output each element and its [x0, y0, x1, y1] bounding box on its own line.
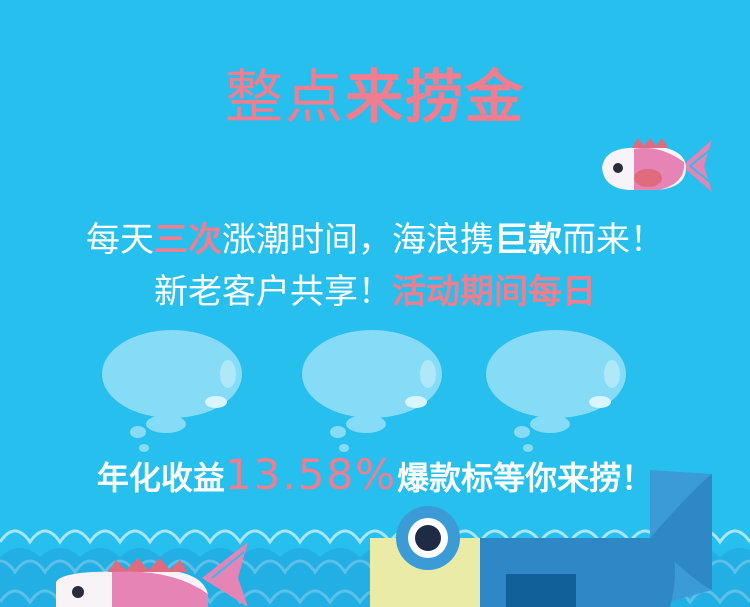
tagline-2: 新老客户共享！活动期间每日 — [0, 270, 750, 314]
bubble-icon — [302, 330, 442, 452]
tagline-1-a: 每天 — [86, 220, 154, 260]
bubble-1 — [100, 328, 250, 460]
bubble-3 — [484, 328, 634, 460]
tagline-1: 每天三次涨潮时间，海浪携巨款而来！ — [0, 218, 750, 262]
bubble-2 — [300, 328, 450, 460]
yield-suffix: 爆款标等你来捞！ — [397, 459, 654, 497]
tagline-1-c: 涨潮时间，海浪携 — [222, 220, 494, 260]
page-title: 整点来捞金 — [0, 62, 750, 132]
pink-fish-icon — [598, 136, 716, 198]
tagline-1-b: 三次 — [154, 220, 222, 260]
bubble-icon — [486, 330, 626, 452]
tagline-2-a: 新老客户共享！ — [154, 272, 392, 312]
small-pink-fish-icon — [52, 538, 252, 607]
bubble-icon — [102, 330, 242, 452]
title-bold: 来捞金 — [345, 63, 526, 131]
tagline-1-e: 而来！ — [562, 220, 664, 260]
yield-line: 年化收益13.58%爆款标等你来捞！ — [0, 450, 750, 503]
yield-prefix: 年化收益 — [96, 459, 225, 497]
tagline-1-d: 巨款 — [494, 220, 562, 260]
tagline-2-b: 活动期间每日 — [392, 272, 596, 312]
title-light: 整点 — [224, 63, 345, 131]
big-blue-fish-icon — [370, 470, 750, 607]
yield-rate: 13.58% — [224, 450, 398, 499]
